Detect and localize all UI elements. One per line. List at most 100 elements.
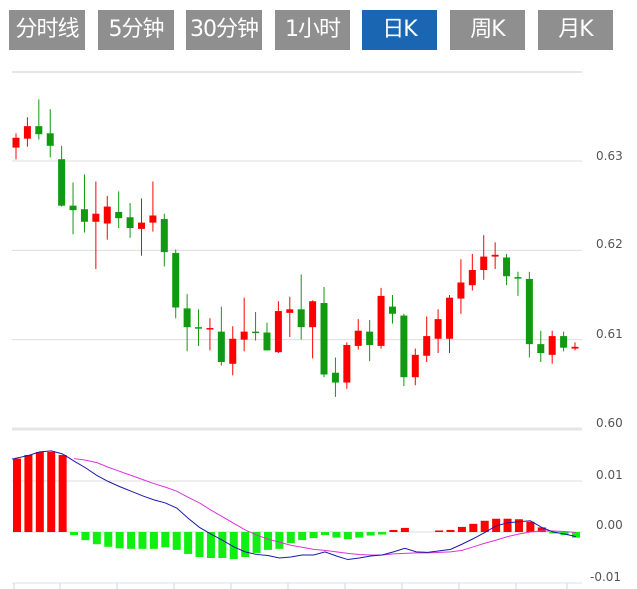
macd-histogram-bar [435,530,444,532]
macd-histogram-bar [127,532,136,549]
macd-histogram-bar [378,532,387,535]
macd-histogram-bar [572,532,580,538]
price-tick-label: 0.62 [596,237,623,251]
candle-down [126,217,134,228]
candle-down [46,133,54,146]
candle-up [354,330,362,346]
candle-down [115,211,123,219]
macd-histogram-bar [389,529,398,532]
candle-down [366,331,374,346]
tab-weekly-k[interactable]: 周K [450,10,525,50]
macd-histogram-bar [275,532,284,549]
macd-histogram-bar [81,532,90,541]
candle-down [503,257,511,277]
macd-histogram-bar [446,529,455,532]
tab-timeshare[interactable]: 分时线 [9,10,85,50]
macd-histogram-bar [70,532,79,536]
macd-histogram-bar [457,526,466,532]
macd-histogram-bar [526,521,535,532]
macd-histogram-bar [218,532,227,559]
macd-histogram-bar [47,451,56,532]
macd-tick-label: 0.01 [596,468,623,482]
candle-up [240,331,248,340]
candle-down [297,309,305,328]
candle-up [92,213,100,222]
candle-down [195,327,203,329]
candle-down [35,126,43,135]
macd-histogram-bar [480,520,489,532]
macd-histogram-bar [92,532,101,545]
tab-30min[interactable]: 30分钟 [186,10,262,50]
candle-up [446,297,454,339]
candle-up [457,282,465,299]
macd-histogram-bar [161,532,170,548]
candle-down [537,344,545,354]
candle-up [206,328,214,330]
candle-down [69,205,77,211]
macd-histogram-bar [343,532,352,540]
macd-histogram-bar [286,532,295,544]
candle-up [434,319,442,339]
macd-histogram-bar [172,532,181,550]
macd-histogram-bar [24,454,33,532]
candle-down [172,253,180,308]
candle-up [286,309,294,313]
grid [12,71,582,589]
candle-down [183,308,191,328]
tab-monthly-k[interactable]: 月K [538,10,613,50]
candle-down [560,336,568,348]
macd-histogram-bar [355,532,364,538]
candle-up [491,254,499,257]
candle-up [423,336,431,356]
candle-down [331,372,339,383]
macd-histogram-bar [560,532,569,536]
candle-down [525,278,533,345]
macd-histogram-bar [184,532,193,554]
candle-up [23,126,31,139]
candle-up [571,346,579,349]
candle-up [274,311,282,353]
candle-down [388,306,396,314]
candle-down [400,315,408,378]
candle-down [80,209,88,222]
macd-histogram-bar [149,532,158,549]
candle-up [343,345,351,383]
macd-histogram-bar [503,518,512,532]
candle-down [58,159,66,206]
tab-5min[interactable]: 5分钟 [98,10,174,50]
candle-down [514,277,522,279]
price-tick-label: 0.63 [596,149,623,163]
candle-down [263,332,271,351]
macd-histogram-bar [309,532,318,539]
macd-histogram-bar [263,532,272,550]
period-tabs: 分时线 5分钟 30分钟 1小时 日K 周K 月K [0,0,637,60]
macd-histogram-bar [35,451,44,532]
candle-up [149,215,157,223]
dea-line [73,458,577,556]
macd-tick-label: 0.00 [596,518,623,532]
candle-down [217,331,225,362]
macd-histogram-bar [229,532,238,560]
macd-histogram-bar [138,532,147,549]
macd-histogram-bar [58,454,67,532]
macd-histogram-bar [206,532,215,559]
candle-down [320,303,328,375]
macd-histogram-bar [366,532,375,536]
candle-up [229,338,237,364]
macd-histogram-bar [298,532,307,541]
tab-1hour[interactable]: 1小时 [275,10,350,50]
macd-histogram-bar [549,532,558,534]
macd-histogram-bar [400,527,409,532]
tab-daily-k[interactable]: 日K [362,10,437,50]
macd-histogram-bar [115,532,124,549]
price-tick-label: 0.61 [596,327,623,341]
macd-histogram-bar [104,532,113,547]
macd-panel [11,450,580,561]
macd-histogram-bar [252,532,261,553]
macd-histogram-bar [514,519,523,532]
macd-histogram-bar [332,532,341,538]
dif-line [11,450,577,561]
macd-histogram-bar [195,532,204,557]
candles [12,99,579,397]
